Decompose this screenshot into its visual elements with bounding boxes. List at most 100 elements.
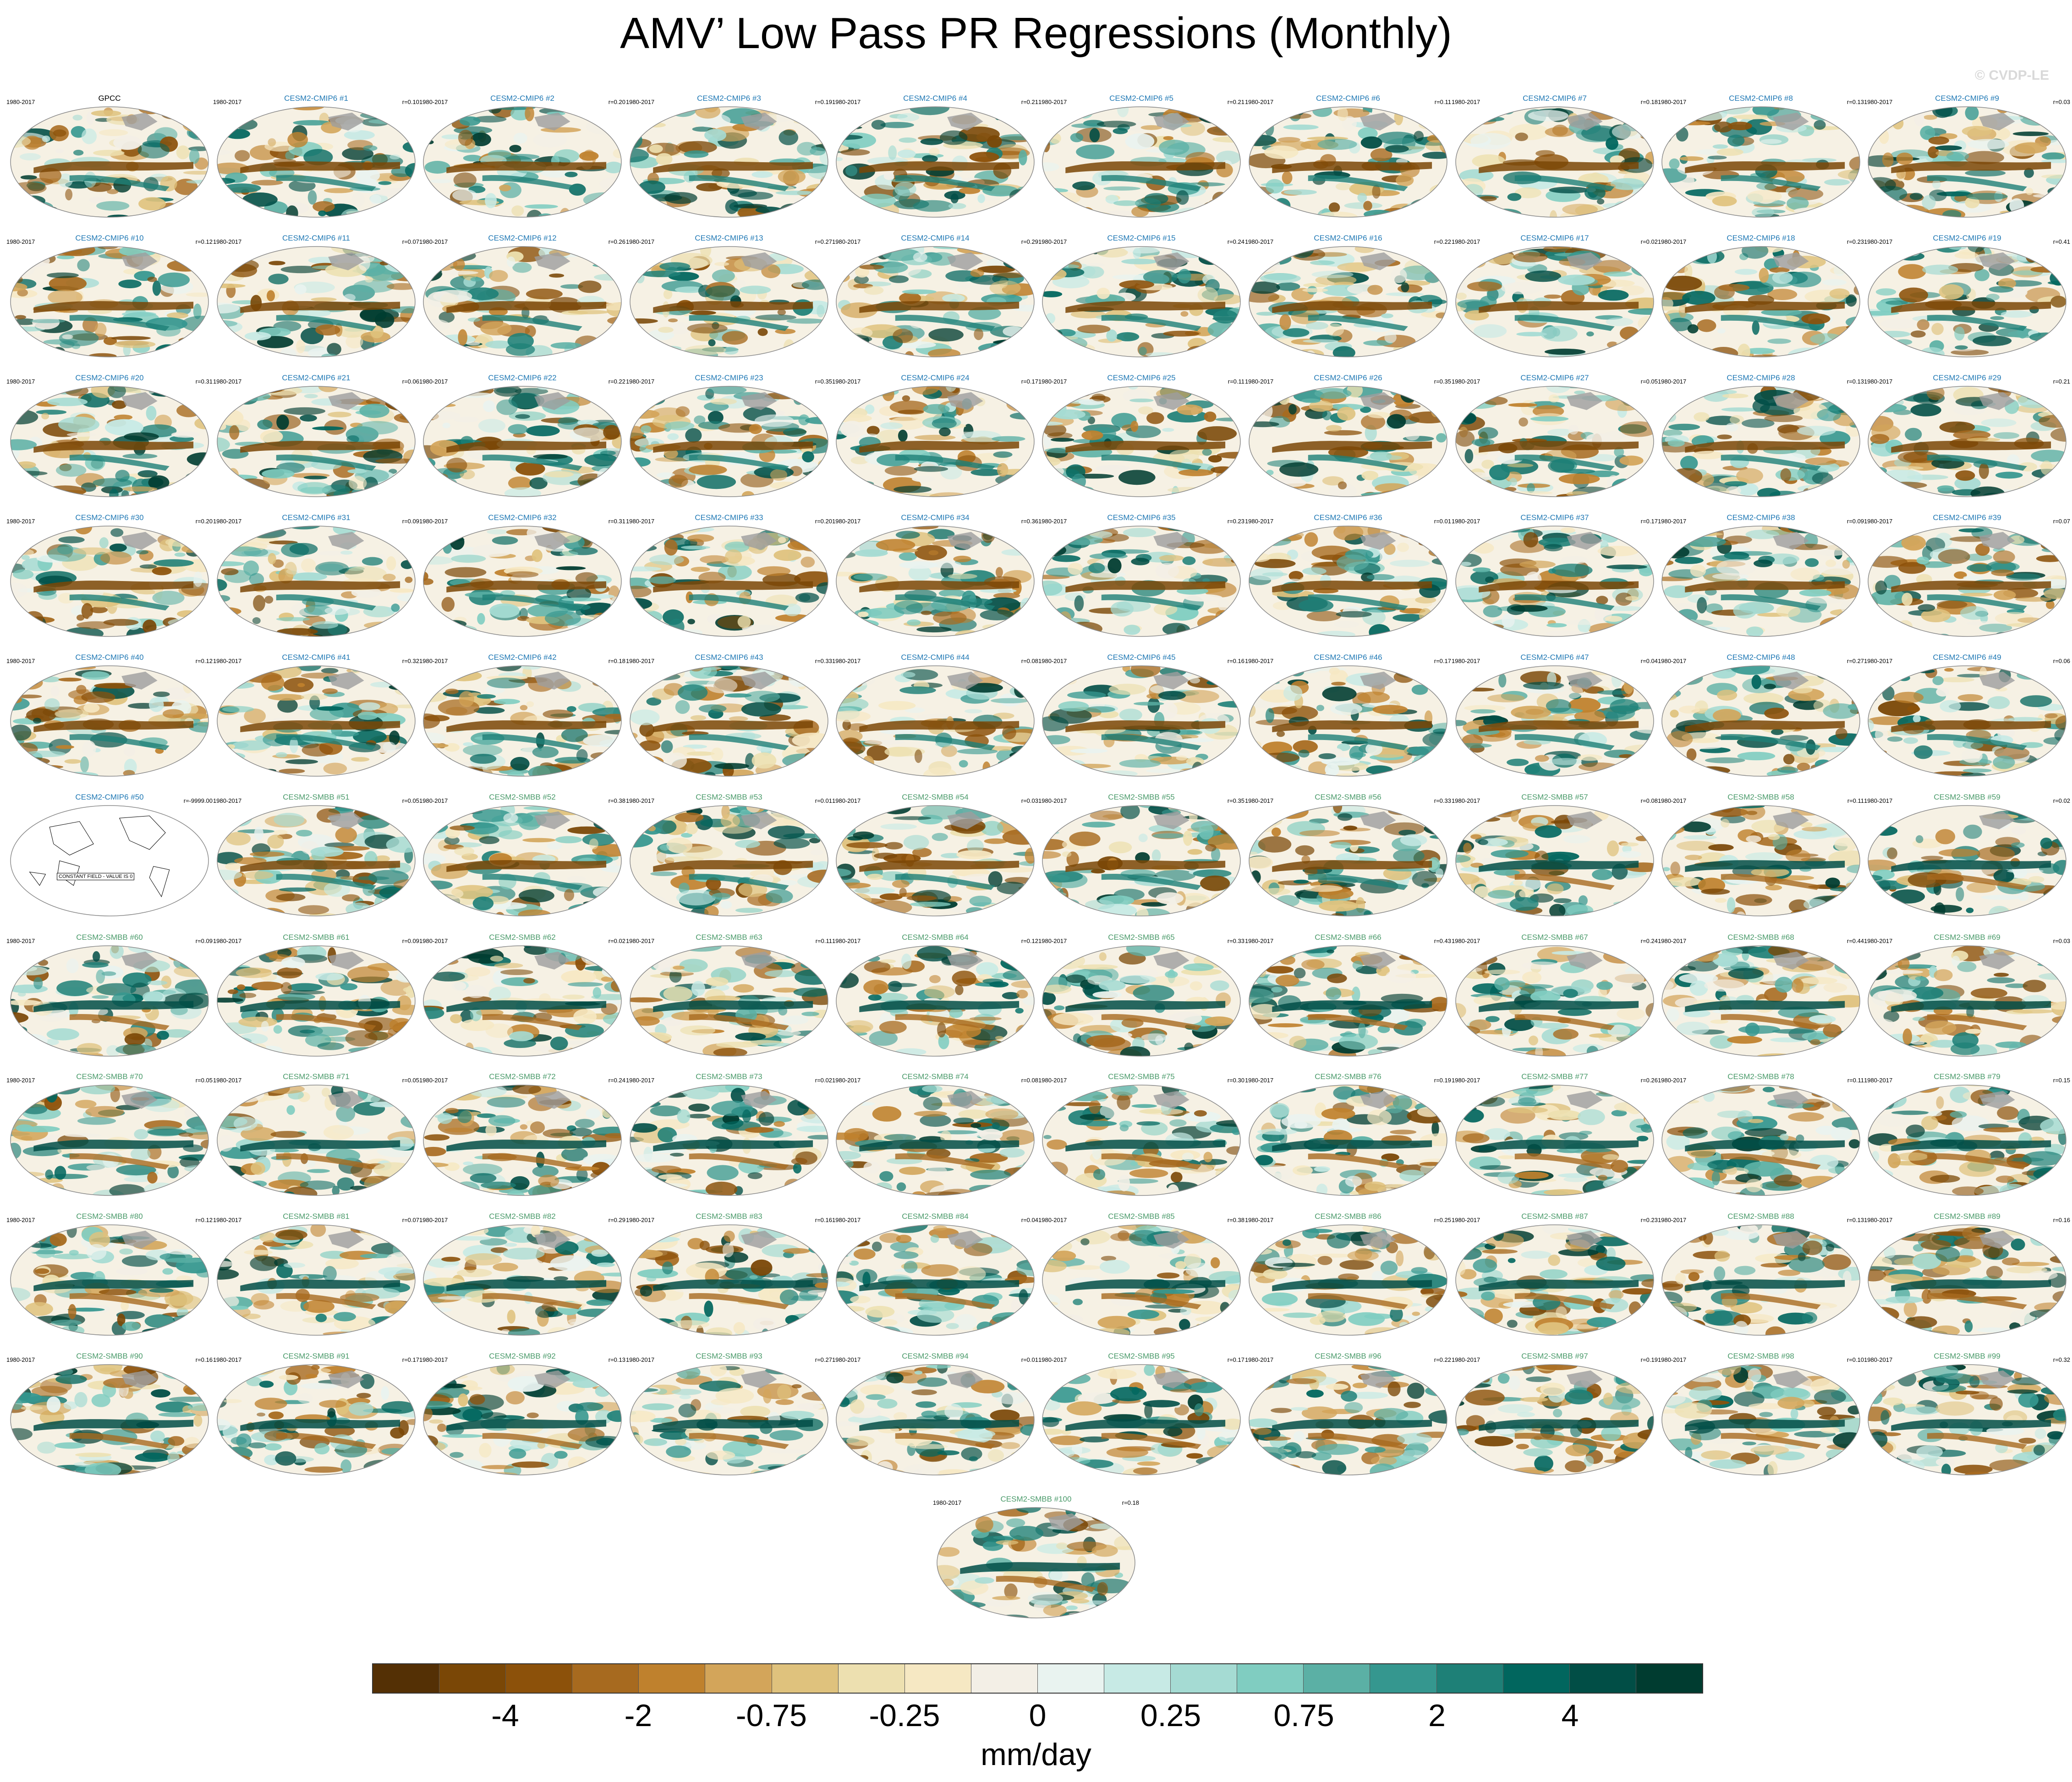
panel-title: CESM2-SMBB #60 — [76, 933, 143, 942]
regression-map — [1249, 1085, 1447, 1196]
regression-map — [1455, 246, 1654, 357]
panel-correlation: r=0.35 — [815, 378, 832, 385]
map-panel: 1980-2017 CESM2-SMBB #52 r=0.38 — [419, 793, 625, 932]
panel-title: CESM2-CMIP6 #31 — [282, 513, 351, 522]
panel-title: CESM2-SMBB #91 — [283, 1352, 350, 1360]
map-panel: 1980-2017 CESM2-SMBB #84 r=0.04 — [832, 1212, 1038, 1352]
panel-correlation: r=0.17 — [1021, 378, 1038, 385]
panel-title: CESM2-CMIP6 #21 — [282, 373, 351, 382]
panel-period: 1980-2017 — [1038, 658, 1067, 664]
panel-period: 1980-2017 — [832, 658, 861, 664]
regression-map — [836, 665, 1035, 777]
regression-map — [1661, 665, 1860, 777]
regression-map — [1042, 1085, 1241, 1196]
map-panel: 1980-2017 CESM2-SMBB #95 r=0.17 — [1038, 1352, 1244, 1491]
panel-correlation: r=0.24 — [1227, 238, 1244, 245]
panel-correlation: r=0.17 — [402, 1356, 419, 1363]
regression-map — [217, 106, 416, 218]
regression-map — [1455, 1364, 1654, 1475]
map-panel: 1980-2017 CESM2-SMBB #78 r=0.11 — [1658, 1072, 1864, 1212]
regression-map — [1868, 805, 2067, 916]
panel-period: 1980-2017 — [1038, 378, 1067, 385]
panel-period: 1980-2017 — [1864, 378, 1893, 385]
regression-map — [1661, 106, 1860, 218]
panel-correlation: r=0.05 — [402, 797, 419, 804]
panel-title: CESM2-CMIP6 #46 — [1314, 653, 1382, 662]
regression-map — [836, 1224, 1035, 1336]
panel-correlation: r=0.19 — [815, 99, 832, 105]
regression-map — [1249, 1364, 1447, 1475]
panel-title: CESM2-SMBB #83 — [696, 1212, 762, 1221]
map-panel: 1980-2017 CESM2-CMIP6 #47 r=0.04 — [1452, 653, 1658, 793]
colorbar-swatch — [772, 1664, 839, 1693]
panel-correlation: r=0.21 — [2053, 378, 2070, 385]
regression-map — [1042, 1364, 1241, 1475]
panel-period: 1980-2017 — [1245, 1356, 1274, 1363]
regression-map — [1249, 665, 1447, 777]
panel-correlation: r=0.08 — [1021, 1077, 1038, 1084]
regression-map — [1455, 805, 1654, 916]
panel-correlation: r=0.43 — [1434, 938, 1451, 944]
regression-map — [1868, 665, 2067, 777]
panel-period: 1980-2017 — [1864, 238, 1893, 245]
regression-map — [630, 945, 828, 1057]
map-panel: 1980-2017 CESM2-CMIP6 #40 r=0.12 — [6, 653, 213, 793]
colorbar-swatch — [506, 1664, 573, 1693]
map-panel: 1980-2017 CESM2-CMIP6 #6 r=0.11 — [1245, 94, 1451, 234]
panel-title: CESM2-SMBB #74 — [902, 1072, 969, 1081]
panel-period: 1980-2017 — [1038, 518, 1067, 525]
panel-title: CESM2-SMBB #70 — [76, 1072, 143, 1081]
colorbar-swatch — [705, 1664, 772, 1693]
panel-period: 1980-2017 — [1864, 938, 1893, 944]
panel-title: CESM2-SMBB #93 — [696, 1352, 762, 1360]
panel-title: CESM2-SMBB #77 — [1521, 1072, 1588, 1081]
map-panel: 1980-2017 CESM2-SMBB #86 r=0.25 — [1245, 1212, 1451, 1352]
panel-correlation: r=0.17 — [1434, 658, 1451, 664]
map-panel: 1980-2017 CESM2-SMBB #72 r=0.24 — [419, 1072, 625, 1212]
map-panel: 1980-2017 CESM2-SMBB #100 r=0.18 — [933, 1495, 1139, 1634]
regression-map — [217, 1224, 416, 1336]
panel-correlation: r=0.30 — [1227, 1077, 1244, 1084]
regression-map — [217, 805, 416, 916]
panel-period: 1980-2017 — [1245, 378, 1274, 385]
regression-map — [10, 246, 209, 357]
panel-period: 1980-2017 — [419, 1356, 448, 1363]
panel-title: CESM2-CMIP6 #28 — [1727, 373, 1795, 382]
panel-title: CESM2-SMBB #67 — [1521, 933, 1588, 942]
panel-correlation: r=0.29 — [608, 1217, 625, 1223]
panel-period: 1980-2017 — [1038, 1077, 1067, 1084]
panel-title: CESM2-SMBB #98 — [1727, 1352, 1794, 1360]
panel-correlation: r=0.19 — [1434, 1077, 1451, 1084]
map-panel: 1980-2017 CESM2-SMBB #75 r=0.30 — [1038, 1072, 1244, 1212]
panel-period: 1980-2017 — [1452, 1217, 1480, 1223]
panel-title: CESM2-CMIP6 #47 — [1520, 653, 1589, 662]
panel-title: CESM2-CMIP6 #44 — [901, 653, 970, 662]
panel-title: CESM2-CMIP6 #8 — [1729, 94, 1793, 103]
panel-period: 1980-2017 — [1038, 1217, 1067, 1223]
map-panel: 1980-2017 CESM2-SMBB #66 r=0.43 — [1245, 933, 1451, 1073]
panel-correlation: r=0.16 — [815, 1217, 832, 1223]
map-panel: 1980-2017 CESM2-CMIP6 #39 r=0.07 — [1864, 513, 2070, 653]
panel-correlation: r=0.18 — [1640, 99, 1658, 105]
panel-title: CESM2-SMBB #64 — [902, 933, 969, 942]
panel-title: CESM2-SMBB #82 — [489, 1212, 556, 1221]
regression-map — [10, 665, 209, 777]
regression-map — [1042, 526, 1241, 637]
regression-map — [836, 246, 1035, 357]
colorbar-swatch — [1304, 1664, 1370, 1693]
regression-map — [1042, 945, 1241, 1057]
colorbar-swatch — [1104, 1664, 1171, 1693]
panel-correlation: r=0.08 — [1021, 658, 1038, 664]
map-panel: 1980-2017 CESM2-CMIP6 #26 r=0.35 — [1245, 373, 1451, 513]
panel-correlation: r=0.22 — [608, 378, 625, 385]
regression-map — [836, 386, 1035, 497]
colorbar-swatch — [838, 1664, 905, 1693]
colorbar-tick-label: 4 — [1561, 1698, 1579, 1733]
regression-map — [1661, 386, 1860, 497]
panel-title: CESM2-CMIP6 #5 — [1109, 94, 1173, 103]
panel-title: CESM2-SMBB #54 — [902, 793, 969, 801]
panel-correlation: r=0.31 — [195, 378, 213, 385]
map-panel: 1980-2017 CESM2-CMIP6 #4 r=0.21 — [832, 94, 1038, 234]
regression-map — [1042, 106, 1241, 218]
regression-map — [423, 805, 622, 916]
